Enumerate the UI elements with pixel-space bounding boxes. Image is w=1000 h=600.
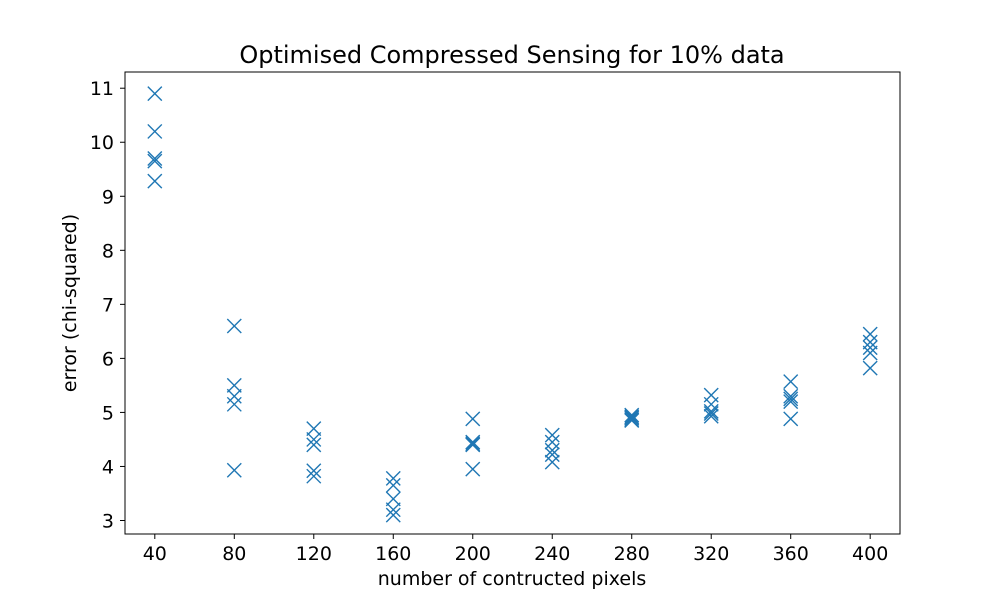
y-tick-label: 5 xyxy=(102,402,114,424)
data-point xyxy=(703,406,719,421)
x-tick-label: 160 xyxy=(375,543,411,565)
data-point xyxy=(465,434,481,450)
x-tick-label: 40 xyxy=(143,543,167,565)
data-point xyxy=(783,388,799,404)
data-point xyxy=(465,411,481,427)
y-tick-label: 3 xyxy=(102,510,114,532)
x-tick-label: 280 xyxy=(614,543,650,565)
data-point xyxy=(147,153,163,169)
data-point xyxy=(385,470,401,486)
y-tick-label: 10 xyxy=(90,132,114,154)
data-points xyxy=(147,86,878,523)
data-point xyxy=(147,123,163,139)
x-axis-label: number of contructed pixels xyxy=(378,568,647,590)
x-tick-label: 120 xyxy=(296,543,332,565)
x-tick-label: 80 xyxy=(222,543,246,565)
data-point xyxy=(862,326,878,342)
data-point xyxy=(306,468,322,484)
x-tick-label: 400 xyxy=(852,543,888,565)
data-point xyxy=(544,434,560,450)
data-point xyxy=(226,377,242,393)
data-point xyxy=(147,86,163,102)
data-point xyxy=(465,461,481,477)
data-point xyxy=(862,360,878,376)
x-tick-label: 240 xyxy=(534,543,570,565)
y-tick-label: 4 xyxy=(102,456,114,478)
y-tick-label: 11 xyxy=(90,78,114,100)
y-tick-label: 7 xyxy=(102,294,114,316)
y-tick-label: 9 xyxy=(102,186,114,208)
data-point xyxy=(226,388,242,404)
data-point xyxy=(624,409,640,425)
x-tick-label: 320 xyxy=(693,543,729,565)
data-point xyxy=(226,462,242,478)
data-point xyxy=(624,411,640,427)
data-point xyxy=(624,413,640,429)
data-point xyxy=(783,391,799,407)
data-point xyxy=(783,374,799,390)
data-point xyxy=(465,436,481,452)
data-point xyxy=(862,340,878,356)
data-point xyxy=(465,437,481,453)
data-point xyxy=(306,421,322,437)
data-point xyxy=(385,507,401,523)
data-point xyxy=(385,502,401,518)
x-tick-label: 360 xyxy=(773,543,809,565)
data-point xyxy=(544,447,560,463)
plot-frame xyxy=(124,71,901,535)
data-point xyxy=(306,431,322,447)
data-point xyxy=(544,427,560,443)
data-point xyxy=(147,150,163,166)
y-tick-label: 8 xyxy=(102,240,114,262)
data-point xyxy=(147,173,163,189)
data-point xyxy=(544,454,560,470)
data-point xyxy=(862,334,878,350)
data-point xyxy=(385,491,401,507)
data-point xyxy=(306,437,322,453)
x-axis-ticks: 40 80 120 160 200 240 280 320 360 400 xyxy=(143,534,888,565)
data-point xyxy=(703,408,719,424)
data-point xyxy=(862,345,878,361)
y-tick-label: 6 xyxy=(102,348,114,370)
data-point xyxy=(385,477,401,493)
y-axis-label: error (chi-squared) xyxy=(59,214,81,392)
y-axis-ticks: 3 4 5 6 7 8 9 10 11 xyxy=(90,78,125,532)
data-point xyxy=(624,410,640,426)
data-point xyxy=(544,442,560,458)
data-point xyxy=(783,411,799,427)
data-point xyxy=(624,407,640,423)
data-point xyxy=(703,403,719,419)
data-point xyxy=(226,318,242,334)
x-tick-label: 200 xyxy=(455,543,491,565)
chart-title: Optimised Compressed Sensing for 10% dat… xyxy=(239,41,784,69)
data-point xyxy=(226,396,242,412)
data-point xyxy=(783,394,799,410)
data-point xyxy=(306,463,322,479)
